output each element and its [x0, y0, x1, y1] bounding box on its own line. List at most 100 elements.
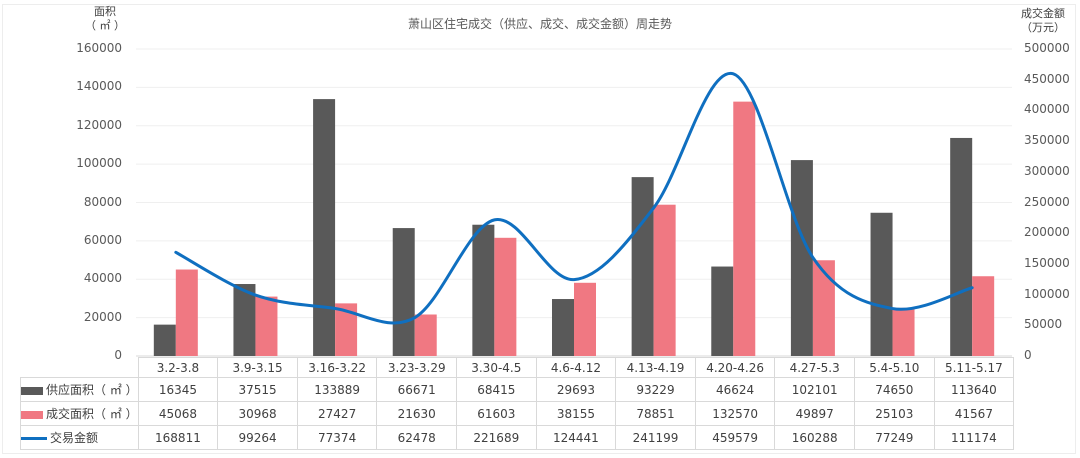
right-tick-label: 50000 [1024, 317, 1063, 332]
table-cell: 99264 [217, 425, 298, 450]
table-cell: 160288 [774, 425, 855, 450]
series-label: 供应面积（ ㎡ ） [46, 383, 138, 397]
table-cell: 27427 [296, 401, 378, 426]
table-cell: 111174 [933, 425, 1015, 450]
category-label: 4.6-4.12 [535, 357, 617, 378]
bar-transaction-area [494, 237, 517, 356]
table-cell: 30968 [217, 401, 298, 426]
table-cell: 25103 [853, 401, 935, 426]
legend-bar-swatch-icon [21, 386, 43, 395]
bar-transaction-area [972, 276, 995, 356]
table-cell: 62478 [376, 425, 458, 450]
bar-supply-area [870, 212, 893, 356]
right-axis-label-line2: （万元） [1021, 21, 1065, 34]
category-label: 3.9-3.15 [217, 357, 298, 378]
category-label: 3.16-3.22 [296, 357, 378, 378]
chart-title: 萧山区住宅成交（供应、成交、成交金额）周走势 [407, 17, 672, 31]
chart-frame [2, 4, 1076, 454]
category-label: 3.2-3.8 [137, 357, 219, 378]
category-label: 5.11-5.17 [933, 357, 1015, 378]
bar-supply-area [313, 99, 336, 357]
right-tick-label: 250000 [1024, 194, 1070, 209]
series-label: 成交面积（ ㎡ ） [46, 407, 138, 421]
bar-supply-area [790, 160, 813, 356]
right-tick-label: 300000 [1024, 163, 1070, 178]
left-tick-label: 20000 [83, 309, 122, 324]
bar-transaction-area [892, 307, 915, 356]
category-label: 3.30-4.5 [456, 357, 537, 378]
table-cell: 45068 [137, 401, 219, 426]
category-label: 4.20-4.26 [694, 357, 776, 378]
category-label: 3.23-3.29 [376, 357, 458, 378]
table-cell: 61603 [456, 401, 537, 426]
bar-supply-area [472, 224, 495, 356]
right-tick-label: 100000 [1024, 286, 1070, 301]
series-legend-cell: 成交面积（ ㎡ ） [20, 401, 139, 426]
left-axis-label-line1: 面积 [94, 5, 116, 18]
right-tick-label: 150000 [1024, 255, 1070, 270]
table-cell: 102101 [774, 377, 855, 402]
table-cell: 21630 [376, 401, 458, 426]
bar-supply-area [392, 228, 415, 356]
right-tick-label: 400000 [1024, 102, 1070, 117]
table-corner [20, 357, 139, 378]
data-table: 3.2-3.8 3.9-3.15 3.16-3.22 3.23-3.29 3.30-4.… [20, 357, 1015, 450]
bar-transaction-area [812, 260, 835, 356]
table-cell: 74650 [853, 377, 935, 402]
left-tick-label: 40000 [83, 271, 122, 286]
right-tick-label: 0 [1024, 348, 1032, 362]
table-cell: 38155 [535, 401, 617, 426]
table-cell: 78851 [615, 401, 696, 426]
left-tick-label: 140000 [76, 79, 122, 94]
left-tick-label: 160000 [76, 41, 122, 55]
bar-supply-area [711, 266, 734, 356]
table-cell: 41567 [933, 401, 1015, 426]
bar-transaction-area [733, 101, 756, 356]
table-cell: 221689 [456, 425, 537, 450]
table-cell: 133889 [296, 377, 378, 402]
table-cell: 49897 [774, 401, 855, 426]
left-tick-label: 80000 [83, 194, 122, 209]
table-cell: 459579 [694, 425, 776, 450]
bar-transaction-area [335, 303, 358, 356]
left-axis-label-line2: （ ㎡ ） [85, 19, 125, 32]
table-cell: 29693 [535, 377, 617, 402]
bar-supply-area [153, 324, 176, 356]
table-cell: 241199 [615, 425, 696, 450]
table-row: 成交面积（ ㎡ ） 45068 30968 27427 21630 61603 38155 7… [20, 401, 1015, 426]
left-tick-label: 0 [114, 348, 122, 362]
bar-supply-area [631, 177, 654, 356]
bar-transaction-area [414, 314, 437, 356]
bar-transaction-area [574, 282, 596, 356]
right-tick-label: 450000 [1024, 71, 1070, 86]
right-tick-label: 500000 [1024, 41, 1070, 55]
table-cell: 113640 [933, 377, 1015, 402]
legend-line-swatch-icon [21, 437, 47, 440]
category-row: 3.2-3.8 3.9-3.15 3.16-3.22 3.23-3.29 3.30-4.… [20, 357, 1015, 378]
series-legend-cell: 交易金额 [20, 425, 139, 450]
table-cell: 93229 [615, 377, 696, 402]
table-cell: 77249 [853, 425, 935, 450]
left-tick-label: 120000 [76, 117, 122, 132]
table-row: 交易金额 168811 99264 77374 62478 221689 124441 241… [20, 425, 1015, 450]
table-cell: 46624 [694, 377, 776, 402]
table-cell: 132570 [694, 401, 776, 426]
transaction-amount-line [174, 72, 974, 325]
category-label: 4.27-5.3 [774, 357, 855, 378]
table-cell: 66671 [376, 377, 458, 402]
left-tick-label: 100000 [76, 156, 122, 171]
bar-transaction-area [653, 204, 676, 356]
bar-supply-area [950, 137, 973, 356]
legend-bar-swatch-icon [21, 410, 43, 419]
table-cell: 168811 [137, 425, 219, 450]
table-cell: 124441 [535, 425, 617, 450]
series-label: 交易金额 [50, 431, 99, 445]
right-axis-label: 成交金额 （万元） [1013, 7, 1073, 35]
bar-transaction-area [175, 269, 198, 356]
right-tick-label: 350000 [1024, 133, 1070, 148]
right-tick-label: 200000 [1024, 225, 1070, 240]
right-axis-label-line1: 成交金额 [1021, 7, 1065, 20]
left-axis-label: 面积 （ ㎡ ） [80, 5, 130, 33]
series-legend-cell: 供应面积（ ㎡ ） [20, 377, 139, 402]
